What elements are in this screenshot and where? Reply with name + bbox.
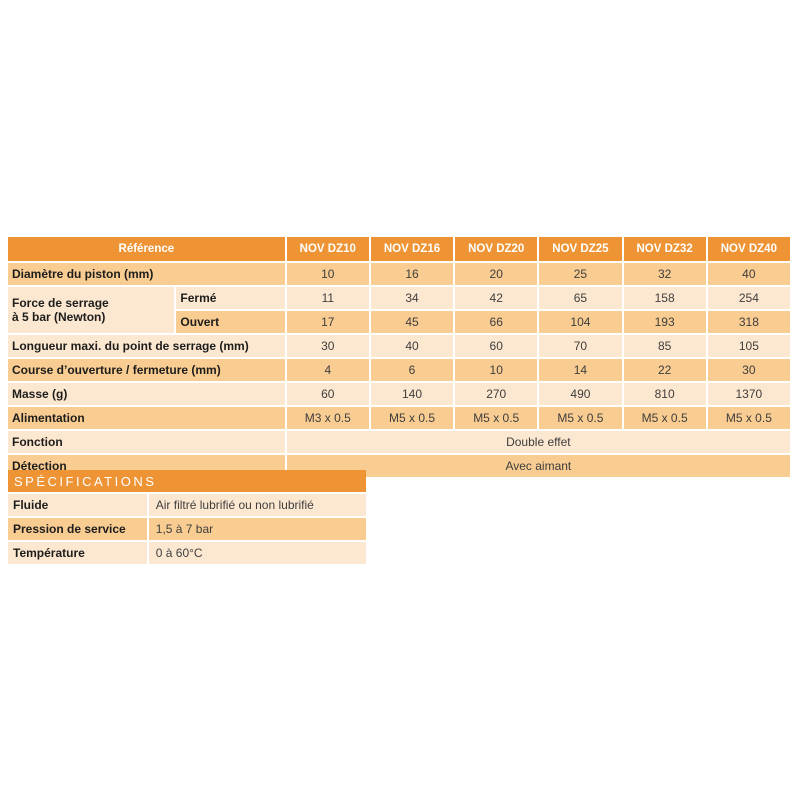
row-piston-diameter: Diamètre du piston (mm) 10 16 20 25 32 4… bbox=[8, 263, 790, 285]
value-cell: 70 bbox=[539, 335, 622, 357]
value-cell: M3 x 0.5 bbox=[286, 407, 369, 429]
value-cell: 810 bbox=[623, 383, 706, 405]
table-header-row: Référence NOV DZ10 NOV DZ16 NOV DZ20 NOV… bbox=[8, 237, 790, 261]
value-cell: M5 x 0.5 bbox=[455, 407, 538, 429]
spec-row-service-pressure: Pression de service 1,5 à 7 bar bbox=[8, 518, 366, 540]
spec-row-value: 0 à 60°C bbox=[148, 542, 366, 564]
row-opening-closing-stroke: Course d’ouverture / fermeture (mm) 4 6 … bbox=[8, 359, 790, 381]
value-cell: 66 bbox=[455, 311, 538, 333]
row-clamping-force-open: Ouvert 17 45 66 104 193 318 bbox=[8, 311, 790, 333]
spec-row-value: 1,5 à 7 bar bbox=[148, 518, 366, 540]
value-cell: 60 bbox=[455, 335, 538, 357]
column-header-nov-dz20: NOV DZ20 bbox=[455, 237, 538, 261]
value-cell: 158 bbox=[623, 287, 706, 309]
sub-row-label-ouvert: Ouvert bbox=[176, 311, 285, 333]
row-function: Fonction Double effet bbox=[8, 431, 790, 453]
force-label-cell: Force de serrage à 5 bar (Newton) bbox=[8, 287, 175, 333]
value-cell: 10 bbox=[455, 359, 538, 381]
row-label: Fonction bbox=[8, 431, 285, 453]
force-label-line1: Force de serrage bbox=[12, 296, 109, 310]
value-cell: 270 bbox=[455, 383, 538, 405]
value-cell: 20 bbox=[455, 263, 538, 285]
value-cell: 65 bbox=[539, 287, 622, 309]
spec-row-label: Pression de service bbox=[8, 518, 147, 540]
row-label: Course d’ouverture / fermeture (mm) bbox=[8, 359, 285, 381]
specifications-table: SPÉCIFICATIONS Fluide Air filtré lubrifi… bbox=[6, 468, 368, 566]
value-cell: 34 bbox=[370, 287, 454, 309]
value-cell: 254 bbox=[707, 287, 790, 309]
value-cell: M5 x 0.5 bbox=[707, 407, 790, 429]
value-cell: 490 bbox=[539, 383, 622, 405]
value-cell: 30 bbox=[707, 359, 790, 381]
value-cell: 85 bbox=[623, 335, 706, 357]
reference-header-cell: Référence bbox=[8, 237, 285, 261]
value-cell: 11 bbox=[286, 287, 369, 309]
value-cell: 6 bbox=[370, 359, 454, 381]
value-cell: M5 x 0.5 bbox=[623, 407, 706, 429]
value-cell: 1370 bbox=[707, 383, 790, 405]
row-label: Diamètre du piston (mm) bbox=[8, 263, 285, 285]
value-cell: 45 bbox=[370, 311, 454, 333]
spec-row-label: Fluide bbox=[8, 494, 147, 516]
value-cell: 14 bbox=[539, 359, 622, 381]
row-label: Masse (g) bbox=[8, 383, 285, 405]
column-header-nov-dz40: NOV DZ40 bbox=[707, 237, 790, 261]
sub-row-label-ferme: Fermé bbox=[176, 287, 285, 309]
spec-row-fluid: Fluide Air filtré lubrifié ou non lubrif… bbox=[8, 494, 366, 516]
row-label: Alimentation bbox=[8, 407, 285, 429]
spec-row-label: Température bbox=[8, 542, 147, 564]
value-cell: M5 x 0.5 bbox=[539, 407, 622, 429]
specifications-title: SPÉCIFICATIONS bbox=[8, 470, 366, 492]
value-cell: 30 bbox=[286, 335, 369, 357]
value-cell: 32 bbox=[623, 263, 706, 285]
value-cell: 104 bbox=[539, 311, 622, 333]
value-cell: 40 bbox=[707, 263, 790, 285]
row-max-clamping-point-length: Longueur maxi. du point de serrage (mm) … bbox=[8, 335, 790, 357]
column-header-nov-dz32: NOV DZ32 bbox=[623, 237, 706, 261]
value-cell: 25 bbox=[539, 263, 622, 285]
spec-row-temperature: Température 0 à 60°C bbox=[8, 542, 366, 564]
value-cell: 40 bbox=[370, 335, 454, 357]
spec-row-value: Air filtré lubrifié ou non lubrifié bbox=[148, 494, 366, 516]
value-cell: 60 bbox=[286, 383, 369, 405]
row-clamping-force-closed: Force de serrage à 5 bar (Newton) Fermé … bbox=[8, 287, 790, 333]
column-header-nov-dz10: NOV DZ10 bbox=[286, 237, 369, 261]
row-mass: Masse (g) 60 140 270 490 810 1370 bbox=[8, 383, 790, 405]
value-cell: 140 bbox=[370, 383, 454, 405]
value-cell: 42 bbox=[455, 287, 538, 309]
force-label-line2: à 5 bar (Newton) bbox=[12, 310, 106, 324]
value-cell: 17 bbox=[286, 311, 369, 333]
value-cell: 22 bbox=[623, 359, 706, 381]
spanned-value-cell: Double effet bbox=[286, 431, 790, 453]
value-cell: 193 bbox=[623, 311, 706, 333]
column-header-nov-dz16: NOV DZ16 bbox=[370, 237, 454, 261]
value-cell: 105 bbox=[707, 335, 790, 357]
row-air-supply: Alimentation M3 x 0.5 M5 x 0.5 M5 x 0.5 … bbox=[8, 407, 790, 429]
column-header-nov-dz25: NOV DZ25 bbox=[539, 237, 622, 261]
value-cell: 16 bbox=[370, 263, 454, 285]
value-cell: 318 bbox=[707, 311, 790, 333]
row-label: Longueur maxi. du point de serrage (mm) bbox=[8, 335, 285, 357]
spanned-value-cell: Avec aimant bbox=[286, 455, 790, 477]
value-cell: 4 bbox=[286, 359, 369, 381]
value-cell: M5 x 0.5 bbox=[370, 407, 454, 429]
value-cell: 10 bbox=[286, 263, 369, 285]
specifications-header-row: SPÉCIFICATIONS bbox=[8, 470, 366, 492]
reference-table: Référence NOV DZ10 NOV DZ16 NOV DZ20 NOV… bbox=[6, 235, 792, 479]
